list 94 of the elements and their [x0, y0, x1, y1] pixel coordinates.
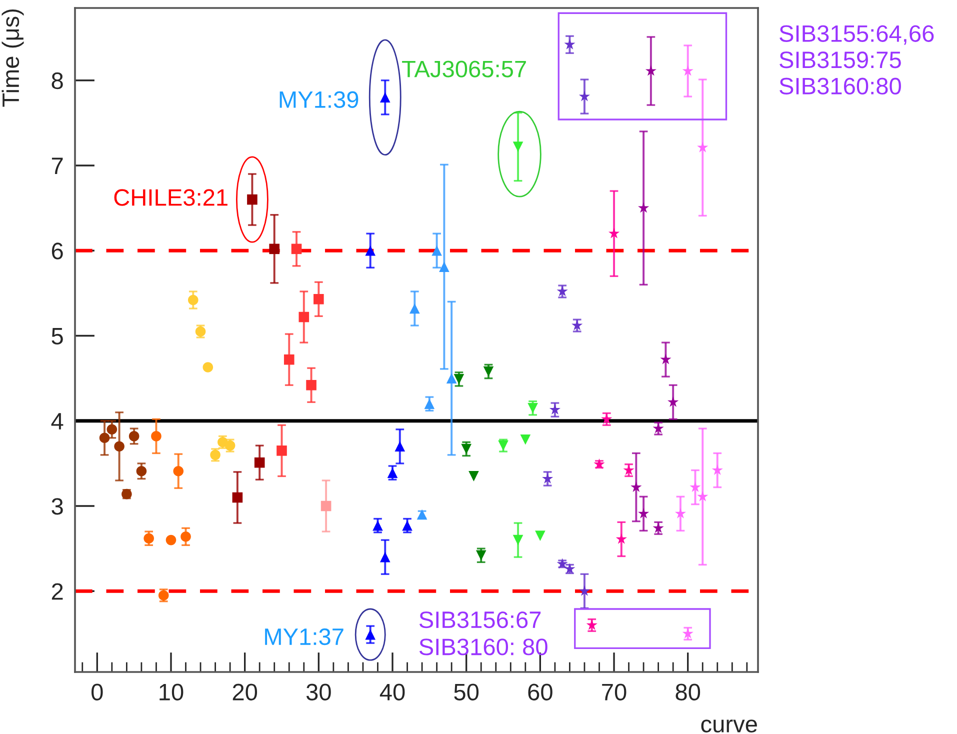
point	[387, 468, 398, 478]
point	[254, 457, 265, 468]
point	[291, 244, 302, 254]
point	[668, 396, 679, 407]
point	[166, 534, 176, 546]
point	[372, 520, 383, 531]
point	[320, 500, 332, 512]
point	[674, 508, 686, 518]
point	[586, 619, 598, 630]
point	[645, 65, 656, 76]
y-tick-label: 8	[52, 72, 63, 90]
point	[232, 492, 243, 503]
point	[439, 262, 450, 272]
point	[284, 354, 294, 365]
point	[306, 380, 316, 390]
x-tick-label: 70	[602, 684, 626, 700]
annotation: MY1:37	[265, 628, 344, 646]
point	[180, 531, 191, 542]
point	[410, 303, 420, 314]
point	[114, 441, 124, 452]
point	[151, 431, 162, 442]
point	[542, 472, 554, 484]
text: SIB3155:64,66 SIB3159:75 SIB3160:80	[780, 25, 934, 95]
point	[468, 471, 479, 482]
point	[365, 629, 376, 640]
annotation: MY1:39	[280, 91, 358, 108]
point	[202, 362, 214, 372]
point	[380, 552, 390, 562]
point	[454, 374, 464, 384]
point	[578, 585, 590, 596]
point	[578, 90, 590, 102]
point	[630, 481, 642, 492]
point	[247, 194, 258, 205]
y-tick-label: 3	[52, 498, 63, 515]
point	[446, 373, 457, 384]
point	[276, 446, 287, 456]
x-tick-label: 10	[160, 684, 184, 700]
point	[549, 404, 560, 415]
point	[712, 464, 723, 475]
point	[424, 398, 435, 409]
x-tick-label: 80	[676, 684, 700, 700]
y-tick-label: 2	[52, 583, 63, 600]
x-tick-label: 50	[454, 684, 479, 700]
point	[483, 366, 494, 377]
point	[660, 354, 672, 364]
point	[616, 533, 627, 544]
point	[298, 312, 310, 322]
point	[461, 444, 472, 454]
point	[608, 228, 620, 238]
point	[314, 294, 324, 304]
point	[476, 550, 486, 561]
point	[173, 466, 184, 476]
point	[269, 244, 280, 254]
x-tick-label: 30	[306, 684, 331, 700]
point	[394, 441, 406, 452]
point	[535, 530, 546, 541]
y-tick-label: 7	[52, 158, 63, 174]
point	[652, 522, 664, 533]
point	[601, 413, 612, 424]
point	[690, 481, 701, 492]
x-tick-label: 40	[380, 684, 405, 700]
y-tick-label: 5	[52, 328, 63, 345]
x-axis-title: curve	[701, 720, 757, 733]
annotation: SIB3156:67 SIB3160: 80	[419, 611, 548, 656]
point	[432, 245, 442, 256]
point	[99, 432, 110, 444]
point	[682, 65, 694, 76]
y-tick-label: 6	[52, 242, 63, 260]
point	[623, 464, 634, 475]
point	[638, 202, 650, 213]
point	[512, 534, 524, 546]
point	[682, 628, 694, 638]
point	[638, 508, 650, 518]
point	[106, 424, 118, 435]
point	[402, 520, 412, 531]
point	[697, 142, 708, 152]
point	[520, 434, 531, 445]
point	[528, 402, 538, 414]
y-axis-title: Time (μs)	[2, 9, 24, 107]
point	[697, 490, 708, 502]
x-tick-label: 0	[92, 684, 103, 700]
y-tick-label: 4	[51, 413, 64, 430]
point	[144, 533, 154, 544]
point	[380, 92, 390, 103]
point	[564, 38, 576, 50]
annotation: TAJ3065:57	[402, 60, 526, 78]
x-tick-label: 60	[528, 684, 552, 700]
point	[188, 294, 198, 306]
point	[128, 431, 140, 442]
point	[365, 245, 376, 256]
point	[512, 142, 524, 152]
point	[136, 466, 147, 476]
annotation: CHILE3:21	[114, 189, 228, 206]
x-tick-label: 20	[232, 684, 258, 700]
